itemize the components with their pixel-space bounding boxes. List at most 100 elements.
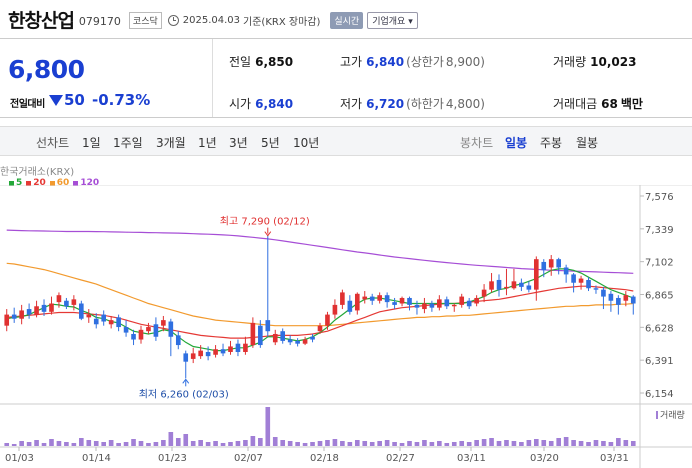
current-price-panel: 6,800 전일대비 50 -0.73% bbox=[0, 39, 213, 117]
tab-weekly-candle[interactable]: 주봉 bbox=[540, 136, 563, 150]
volume-bar bbox=[108, 440, 114, 446]
ma60-line bbox=[6, 262, 634, 327]
volume-bar bbox=[71, 443, 77, 446]
volume-bar bbox=[362, 441, 368, 446]
stat-label: 시가 bbox=[229, 97, 252, 111]
candle-body bbox=[93, 318, 99, 325]
candle-body bbox=[354, 293, 360, 311]
volume-bar bbox=[11, 444, 17, 446]
volume-bar bbox=[548, 441, 554, 446]
legend-ma120: 120 bbox=[73, 178, 99, 188]
volume-bar bbox=[630, 441, 636, 446]
volume-bar bbox=[354, 440, 360, 446]
candle-body bbox=[302, 339, 308, 344]
stock-name: 한창산업 bbox=[8, 9, 75, 32]
volume-bar bbox=[533, 439, 539, 446]
volume-bar bbox=[481, 439, 487, 446]
tab-daily-candle[interactable]: 일봉 bbox=[505, 136, 528, 150]
low-marker-arrow bbox=[182, 378, 190, 384]
candlestick-chart[interactable]: 7,576 7,339 7,102 6,865 6,628 6,391 6,154 최고 7,… bbox=[0, 185, 692, 468]
stat-label: 전일 bbox=[229, 55, 252, 69]
stat-value: 6,850 bbox=[255, 55, 294, 69]
volume-bar bbox=[228, 442, 233, 446]
candle-body bbox=[41, 304, 47, 312]
company-overview-dropdown[interactable]: 기업개요 ▾ bbox=[367, 12, 418, 29]
candle-body bbox=[26, 309, 32, 315]
volume-bar bbox=[623, 440, 629, 446]
candle-body bbox=[392, 302, 397, 305]
tab-candle-chart[interactable]: 봉차트 bbox=[460, 136, 494, 150]
tab-3year[interactable]: 3년 bbox=[229, 136, 248, 150]
high-annotation: 최고 7,290 (02/12) bbox=[220, 216, 310, 228]
stat-value: 6,840 bbox=[366, 55, 405, 69]
tab-3month[interactable]: 3개월 bbox=[156, 136, 186, 150]
volume-bar bbox=[459, 441, 465, 446]
y-tick-label: 7,339 bbox=[645, 225, 674, 236]
tab-5year[interactable]: 5년 bbox=[261, 136, 280, 150]
volume-bar bbox=[608, 442, 614, 446]
volume-bar bbox=[392, 442, 397, 446]
legend-label: 60 bbox=[56, 178, 70, 188]
tab-monthly-candle[interactable]: 월봉 bbox=[576, 136, 599, 150]
candle-body bbox=[265, 320, 271, 332]
volume-bar bbox=[429, 442, 435, 446]
volume-bar bbox=[451, 442, 457, 446]
realtime-button[interactable]: 실시간 bbox=[330, 12, 364, 29]
volume-bar bbox=[295, 442, 300, 446]
volume-bar bbox=[489, 438, 494, 446]
tab-line-chart[interactable]: 선차트 bbox=[36, 136, 70, 150]
candle-body bbox=[586, 279, 591, 289]
candle-body bbox=[444, 299, 450, 307]
volume-bar bbox=[437, 441, 442, 446]
volume-bar bbox=[526, 440, 532, 446]
candle-body bbox=[332, 304, 338, 315]
volume-bar bbox=[571, 440, 576, 446]
high-marker-arrow bbox=[264, 231, 272, 237]
volume-bar bbox=[422, 440, 427, 446]
y-tick-label: 7,102 bbox=[645, 258, 674, 269]
candle-body bbox=[71, 299, 77, 305]
stat-label: 거래량 bbox=[553, 55, 587, 69]
tab-1week[interactable]: 1주일 bbox=[113, 136, 143, 150]
volume-bar bbox=[153, 442, 159, 446]
volume-bar bbox=[123, 442, 129, 446]
candle-body bbox=[243, 343, 248, 352]
candle-body bbox=[578, 278, 584, 283]
volume-bar bbox=[511, 441, 517, 446]
candle-body bbox=[496, 279, 502, 290]
volume-bar bbox=[34, 440, 39, 446]
volume-bar bbox=[64, 442, 69, 446]
tab-10year[interactable]: 10년 bbox=[293, 136, 320, 150]
stat-high: 고가 6,840 (상한가 8,900) bbox=[340, 53, 485, 70]
volume-bar bbox=[190, 441, 196, 446]
candle-body bbox=[466, 300, 472, 307]
stat-value: 6,840 bbox=[255, 97, 294, 111]
volume-bar bbox=[243, 440, 248, 446]
tab-1day[interactable]: 1일 bbox=[82, 136, 101, 150]
candle-body bbox=[228, 346, 233, 352]
volume-bar bbox=[41, 443, 47, 446]
volume-bar bbox=[168, 432, 174, 446]
stat-value: 68 bbox=[601, 97, 618, 111]
y-tick-label: 6,391 bbox=[645, 356, 674, 367]
price-change: 50 bbox=[64, 91, 85, 109]
stat-low: 저가 6,720 (하한가 4,800) bbox=[340, 95, 485, 112]
x-tick-label: 02/27 bbox=[386, 453, 415, 464]
candle-body bbox=[34, 306, 39, 315]
candle-body bbox=[131, 333, 136, 340]
candle-body bbox=[623, 295, 629, 301]
down-triangle-icon bbox=[49, 95, 63, 106]
x-tick-label: 03/20 bbox=[530, 453, 559, 464]
price-summary: 6,800 전일대비 50 -0.73% 전일 6,850 고가 6,840 (상한가… bbox=[0, 38, 692, 118]
market-badge: 코스닥 bbox=[128, 12, 162, 29]
volume-bar bbox=[86, 440, 92, 446]
tab-1year[interactable]: 1년 bbox=[198, 136, 217, 150]
legend-swatch bbox=[26, 180, 32, 186]
candle-body bbox=[377, 295, 382, 301]
candle-body bbox=[19, 310, 24, 319]
y-tick-label: 6,865 bbox=[645, 291, 674, 302]
volume-bar bbox=[49, 439, 54, 446]
ma-legend: 5 20 60 120 bbox=[9, 178, 99, 188]
candle-body bbox=[11, 314, 17, 319]
volume-bar bbox=[146, 443, 151, 446]
